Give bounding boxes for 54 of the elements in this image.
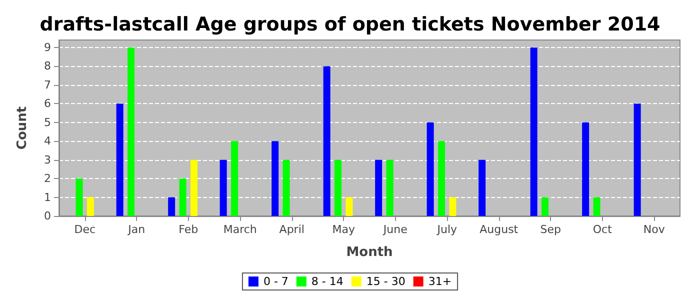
y-tick-label: 9	[44, 40, 51, 54]
bar	[426, 122, 434, 216]
bar	[86, 197, 94, 216]
y-tick-label: 5	[44, 116, 51, 129]
x-tick-label: August	[480, 223, 519, 236]
bar	[116, 104, 124, 216]
y-tick-label: 1	[44, 190, 51, 204]
x-tick-label: Nov	[643, 223, 666, 236]
bar	[530, 47, 538, 216]
bar	[76, 178, 83, 216]
x-tick-label: Oct	[592, 223, 613, 236]
y-axis-title: Count	[15, 106, 30, 150]
y-tick-label: 0	[44, 210, 51, 222]
legend-label: 15 - 30	[366, 275, 406, 288]
x-tick-label: July	[436, 223, 458, 236]
legend-label: 8 - 14	[311, 275, 344, 288]
x-axis-title: Month	[346, 245, 393, 260]
bar	[190, 160, 198, 216]
y-tick-label: 8	[44, 60, 51, 73]
y-tick-label: 7	[44, 78, 51, 92]
bar	[375, 160, 382, 216]
bar	[346, 197, 353, 216]
x-tick-label: April	[279, 223, 304, 236]
x-tick-label: Dec	[74, 223, 96, 236]
bar	[334, 160, 342, 216]
bar	[634, 104, 641, 216]
bar	[542, 197, 549, 216]
y-tick-label: 6	[44, 97, 51, 110]
bar	[386, 160, 394, 216]
bar	[128, 47, 135, 216]
bar	[282, 160, 290, 216]
x-tick-label: June	[382, 223, 408, 236]
bar	[231, 141, 238, 216]
legend-label: 31+	[428, 275, 452, 288]
y-tick-label: 2	[44, 172, 51, 186]
chart-title: drafts-lastcall Age groups of open tickets November 2014	[40, 14, 660, 36]
bar	[272, 141, 279, 216]
bar	[179, 178, 186, 216]
bar	[478, 160, 486, 216]
y-tick-label: 4	[44, 134, 51, 148]
x-tick-label: March	[223, 223, 257, 236]
bar	[168, 197, 176, 216]
x-tick-label: Jan	[127, 223, 146, 236]
bar	[220, 160, 227, 216]
bar	[323, 66, 330, 216]
x-tick-label: Feb	[178, 223, 198, 236]
legend-label: 0 - 7	[263, 275, 288, 288]
bar	[449, 197, 456, 216]
y-tick-label: 3	[44, 153, 51, 166]
bar	[438, 141, 446, 216]
bar	[593, 197, 600, 216]
bar	[582, 122, 590, 216]
x-tick-label: Sep	[540, 223, 562, 236]
x-tick-label: May	[332, 223, 356, 236]
